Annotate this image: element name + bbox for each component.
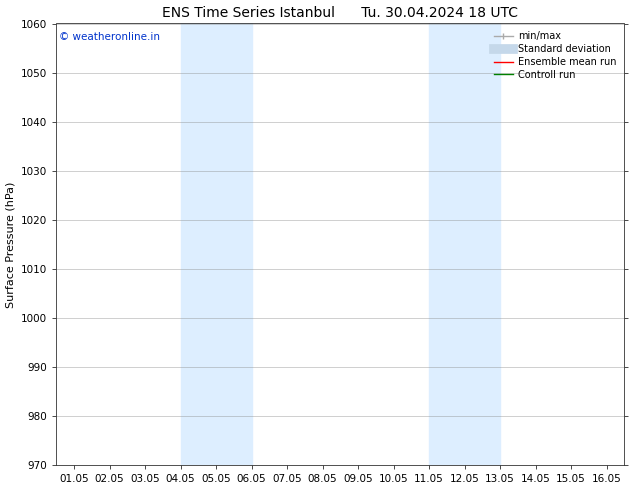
Y-axis label: Surface Pressure (hPa): Surface Pressure (hPa) bbox=[6, 181, 16, 308]
Bar bbox=[429, 24, 500, 465]
Legend: min/max, Standard deviation, Ensemble mean run, Controll run: min/max, Standard deviation, Ensemble me… bbox=[491, 28, 619, 83]
Bar bbox=[181, 24, 252, 465]
Title: ENS Time Series Istanbul      Tu. 30.04.2024 18 UTC: ENS Time Series Istanbul Tu. 30.04.2024 … bbox=[162, 5, 519, 20]
Text: © weatheronline.in: © weatheronline.in bbox=[59, 32, 160, 42]
